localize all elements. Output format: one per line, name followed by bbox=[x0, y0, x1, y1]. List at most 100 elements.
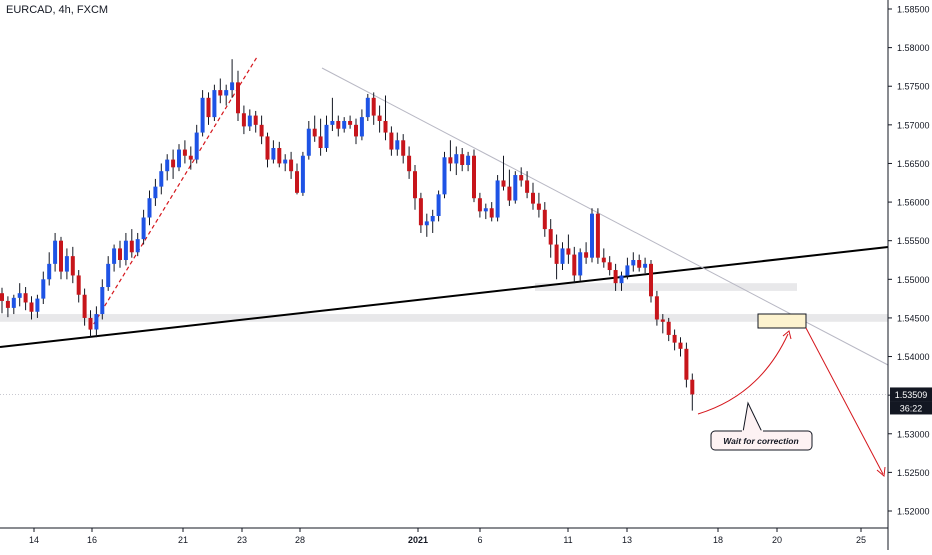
candle bbox=[442, 151, 447, 199]
candle bbox=[619, 271, 624, 291]
candle bbox=[483, 203, 488, 220]
candle-body bbox=[64, 256, 69, 272]
candle bbox=[277, 141, 282, 168]
candle bbox=[106, 256, 111, 291]
candle bbox=[0, 287, 4, 314]
candle-body bbox=[283, 159, 288, 164]
candle-body bbox=[631, 260, 636, 266]
candle bbox=[135, 232, 140, 257]
arrow-head-down bbox=[876, 466, 886, 477]
candle bbox=[82, 288, 87, 326]
candle-body bbox=[536, 203, 541, 210]
candle-body bbox=[448, 157, 453, 164]
candle-body bbox=[572, 254, 577, 276]
candle-body bbox=[637, 260, 642, 268]
candle bbox=[230, 59, 235, 98]
candle bbox=[525, 171, 530, 199]
candle-body bbox=[548, 229, 553, 245]
candle-body bbox=[41, 279, 46, 299]
x-tick-label: 11 bbox=[563, 535, 572, 545]
candle-body bbox=[371, 97, 376, 116]
candle-body bbox=[129, 240, 134, 253]
candle bbox=[35, 294, 40, 318]
candle bbox=[94, 306, 99, 338]
candle-body bbox=[306, 128, 311, 156]
x-tick-label: 23 bbox=[237, 535, 247, 545]
candle-body bbox=[483, 208, 488, 212]
candle bbox=[418, 192, 423, 233]
candle-body bbox=[477, 198, 482, 212]
candle bbox=[354, 118, 358, 145]
last-price-label: 1.53509 bbox=[895, 390, 928, 400]
candle bbox=[631, 252, 636, 272]
candle bbox=[88, 310, 93, 338]
candle bbox=[383, 95, 388, 141]
candle bbox=[47, 252, 52, 286]
y-tick-label: 1.56500 bbox=[897, 159, 930, 169]
candle-body bbox=[672, 334, 677, 343]
candle-body bbox=[666, 321, 671, 335]
x-tick-label: 6 bbox=[477, 535, 482, 545]
candle-body bbox=[218, 90, 223, 96]
candle bbox=[348, 115, 353, 129]
candle bbox=[330, 97, 335, 132]
y-tick-label: 1.58500 bbox=[897, 5, 930, 15]
candle-body bbox=[377, 115, 382, 121]
candle bbox=[672, 329, 677, 351]
target-box bbox=[757, 313, 807, 329]
candle-body bbox=[519, 175, 524, 181]
candle bbox=[129, 229, 134, 258]
y-tick-label: 1.56000 bbox=[897, 198, 930, 208]
candle-body bbox=[460, 154, 465, 166]
candle-body bbox=[560, 248, 565, 264]
candle-body bbox=[253, 115, 258, 125]
x-tick-label: 13 bbox=[622, 535, 632, 545]
candle-body bbox=[177, 149, 181, 168]
candle-body bbox=[466, 155, 471, 166]
candle bbox=[295, 163, 299, 195]
candle bbox=[613, 263, 618, 291]
candle-body bbox=[236, 82, 240, 114]
candle-body bbox=[0, 293, 4, 301]
y-tick-label: 1.58000 bbox=[897, 43, 930, 53]
candle bbox=[637, 254, 642, 272]
callout-text: Wait for correction bbox=[723, 436, 798, 446]
candle-body bbox=[383, 120, 388, 133]
candle-body bbox=[153, 186, 158, 199]
candle-body bbox=[212, 90, 217, 118]
candle bbox=[413, 165, 417, 210]
y-tick-label: 1.57000 bbox=[897, 120, 930, 130]
candle-body bbox=[247, 115, 252, 127]
y-tick-label: 1.55000 bbox=[897, 275, 930, 285]
candle-body bbox=[595, 213, 600, 258]
candle bbox=[454, 146, 459, 176]
candle bbox=[336, 115, 341, 137]
candle bbox=[643, 257, 648, 274]
candle-body bbox=[230, 82, 235, 91]
candle bbox=[424, 213, 429, 237]
candle-body bbox=[324, 124, 329, 149]
x-tick-label: 18 bbox=[713, 535, 723, 545]
candle-body bbox=[554, 244, 559, 264]
candle bbox=[365, 93, 370, 121]
candle bbox=[660, 314, 665, 334]
candle-body bbox=[401, 140, 406, 156]
candle bbox=[64, 248, 69, 280]
candle bbox=[377, 105, 382, 133]
candle-body bbox=[418, 198, 423, 226]
annotations: Wait for correction bbox=[697, 313, 886, 477]
candle-body bbox=[159, 171, 164, 187]
candle bbox=[253, 110, 258, 133]
candle bbox=[271, 140, 276, 164]
x-tick-label: 21 bbox=[178, 535, 188, 545]
candle bbox=[147, 190, 152, 226]
candle-body bbox=[601, 257, 606, 263]
candle bbox=[17, 283, 22, 307]
y-tick-label: 1.54500 bbox=[897, 313, 930, 323]
candle bbox=[407, 146, 412, 179]
candle-body bbox=[200, 97, 205, 133]
candle-body bbox=[507, 186, 512, 201]
candle-body bbox=[135, 239, 140, 253]
